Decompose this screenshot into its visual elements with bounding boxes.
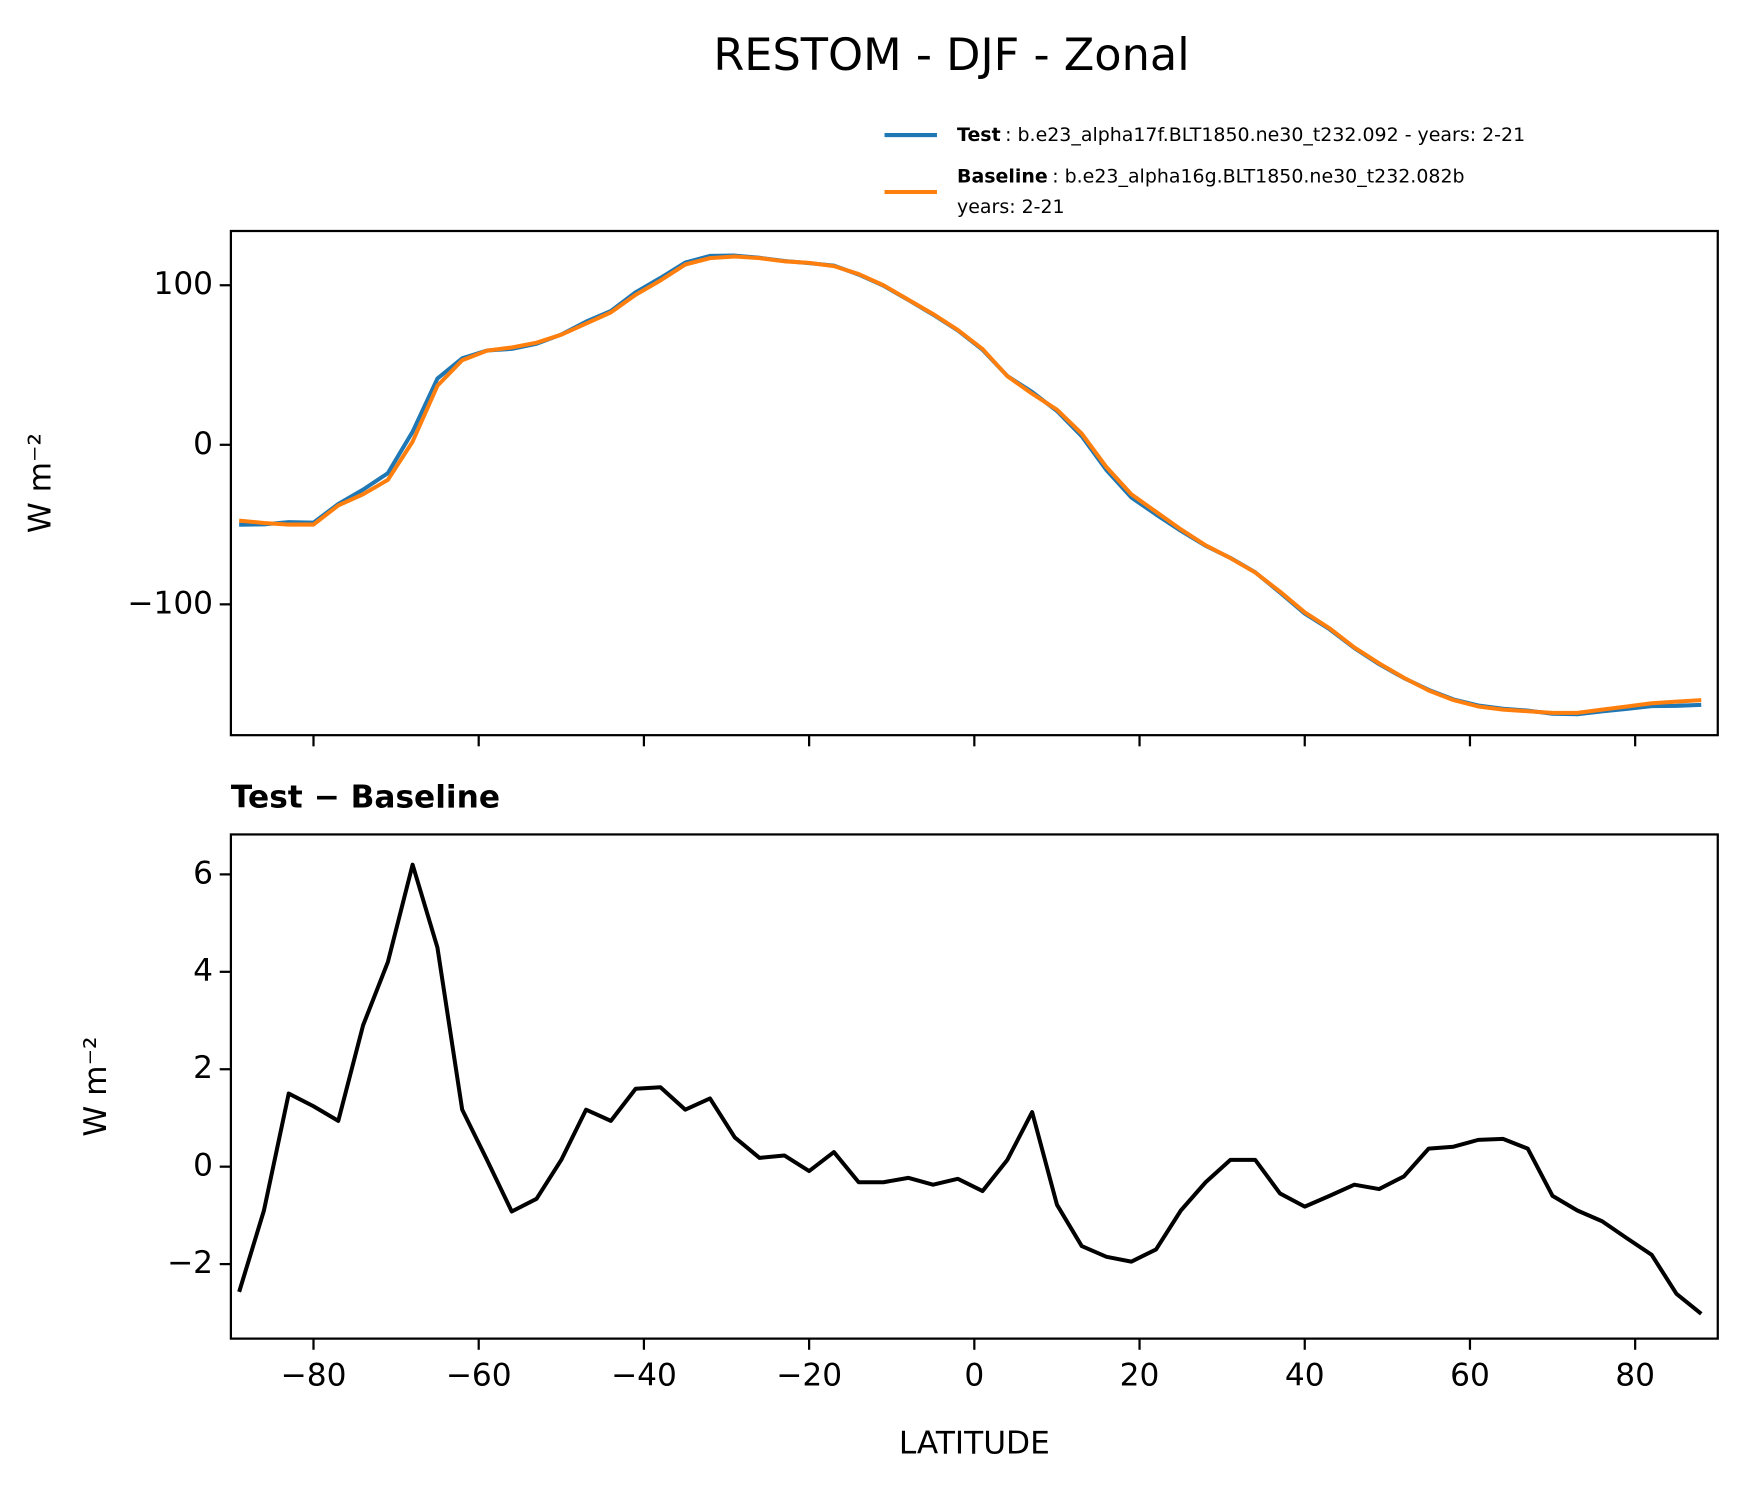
x-tick-label: 0	[964, 1358, 984, 1394]
subplot-title: Test − Baseline	[231, 780, 500, 816]
axes-frame	[229, 229, 1719, 737]
series-line	[238, 254, 1702, 715]
legend-label: : b.e23_alpha16g.BLT1850.ne30_t232.082b	[1052, 165, 1464, 187]
x-tick-label: 80	[1615, 1358, 1655, 1394]
x-tick-label: −60	[446, 1358, 512, 1394]
y-tick-label: 6	[193, 855, 213, 891]
x-tick-label: 40	[1285, 1358, 1325, 1394]
x-tick-label: −40	[611, 1358, 677, 1394]
y-tick-label: 2	[193, 1050, 213, 1086]
y-tick-label: −2	[167, 1245, 213, 1281]
series-line	[237, 862, 1703, 1316]
x-tick-label: −20	[776, 1358, 842, 1394]
y-tick-label: 0	[193, 426, 213, 462]
legend-label: years: 2-21	[957, 196, 1065, 218]
axes-frame	[229, 833, 1719, 1340]
legend-label: : b.e23_alpha17f.BLT1850.ne30_t232.092 -…	[1005, 124, 1525, 146]
chart-title: RESTOM - DJF - Zonal	[713, 29, 1189, 81]
legend-entry: Baseline: b.e23_alpha16g.BLT1850.ne30_t2…	[957, 165, 1465, 187]
legend-entry: Test: b.e23_alpha17f.BLT1850.ne30_t232.0…	[957, 124, 1525, 146]
y-axis-label: W m⁻²	[78, 1036, 114, 1136]
x-tick-label: −80	[281, 1358, 347, 1394]
legend-name: Baseline	[957, 165, 1048, 187]
y-tick-label: −100	[127, 585, 213, 621]
legend-name: Test	[957, 124, 1001, 146]
y-tick-label: 0	[193, 1148, 213, 1184]
y-axis-label: W m⁻²	[22, 433, 58, 533]
y-tick-label: 100	[153, 266, 213, 302]
x-tick-label: 60	[1450, 1358, 1490, 1394]
y-tick-label: 4	[193, 953, 213, 989]
x-axis-label: LATITUDE	[899, 1426, 1050, 1462]
x-tick-label: 20	[1120, 1358, 1160, 1394]
